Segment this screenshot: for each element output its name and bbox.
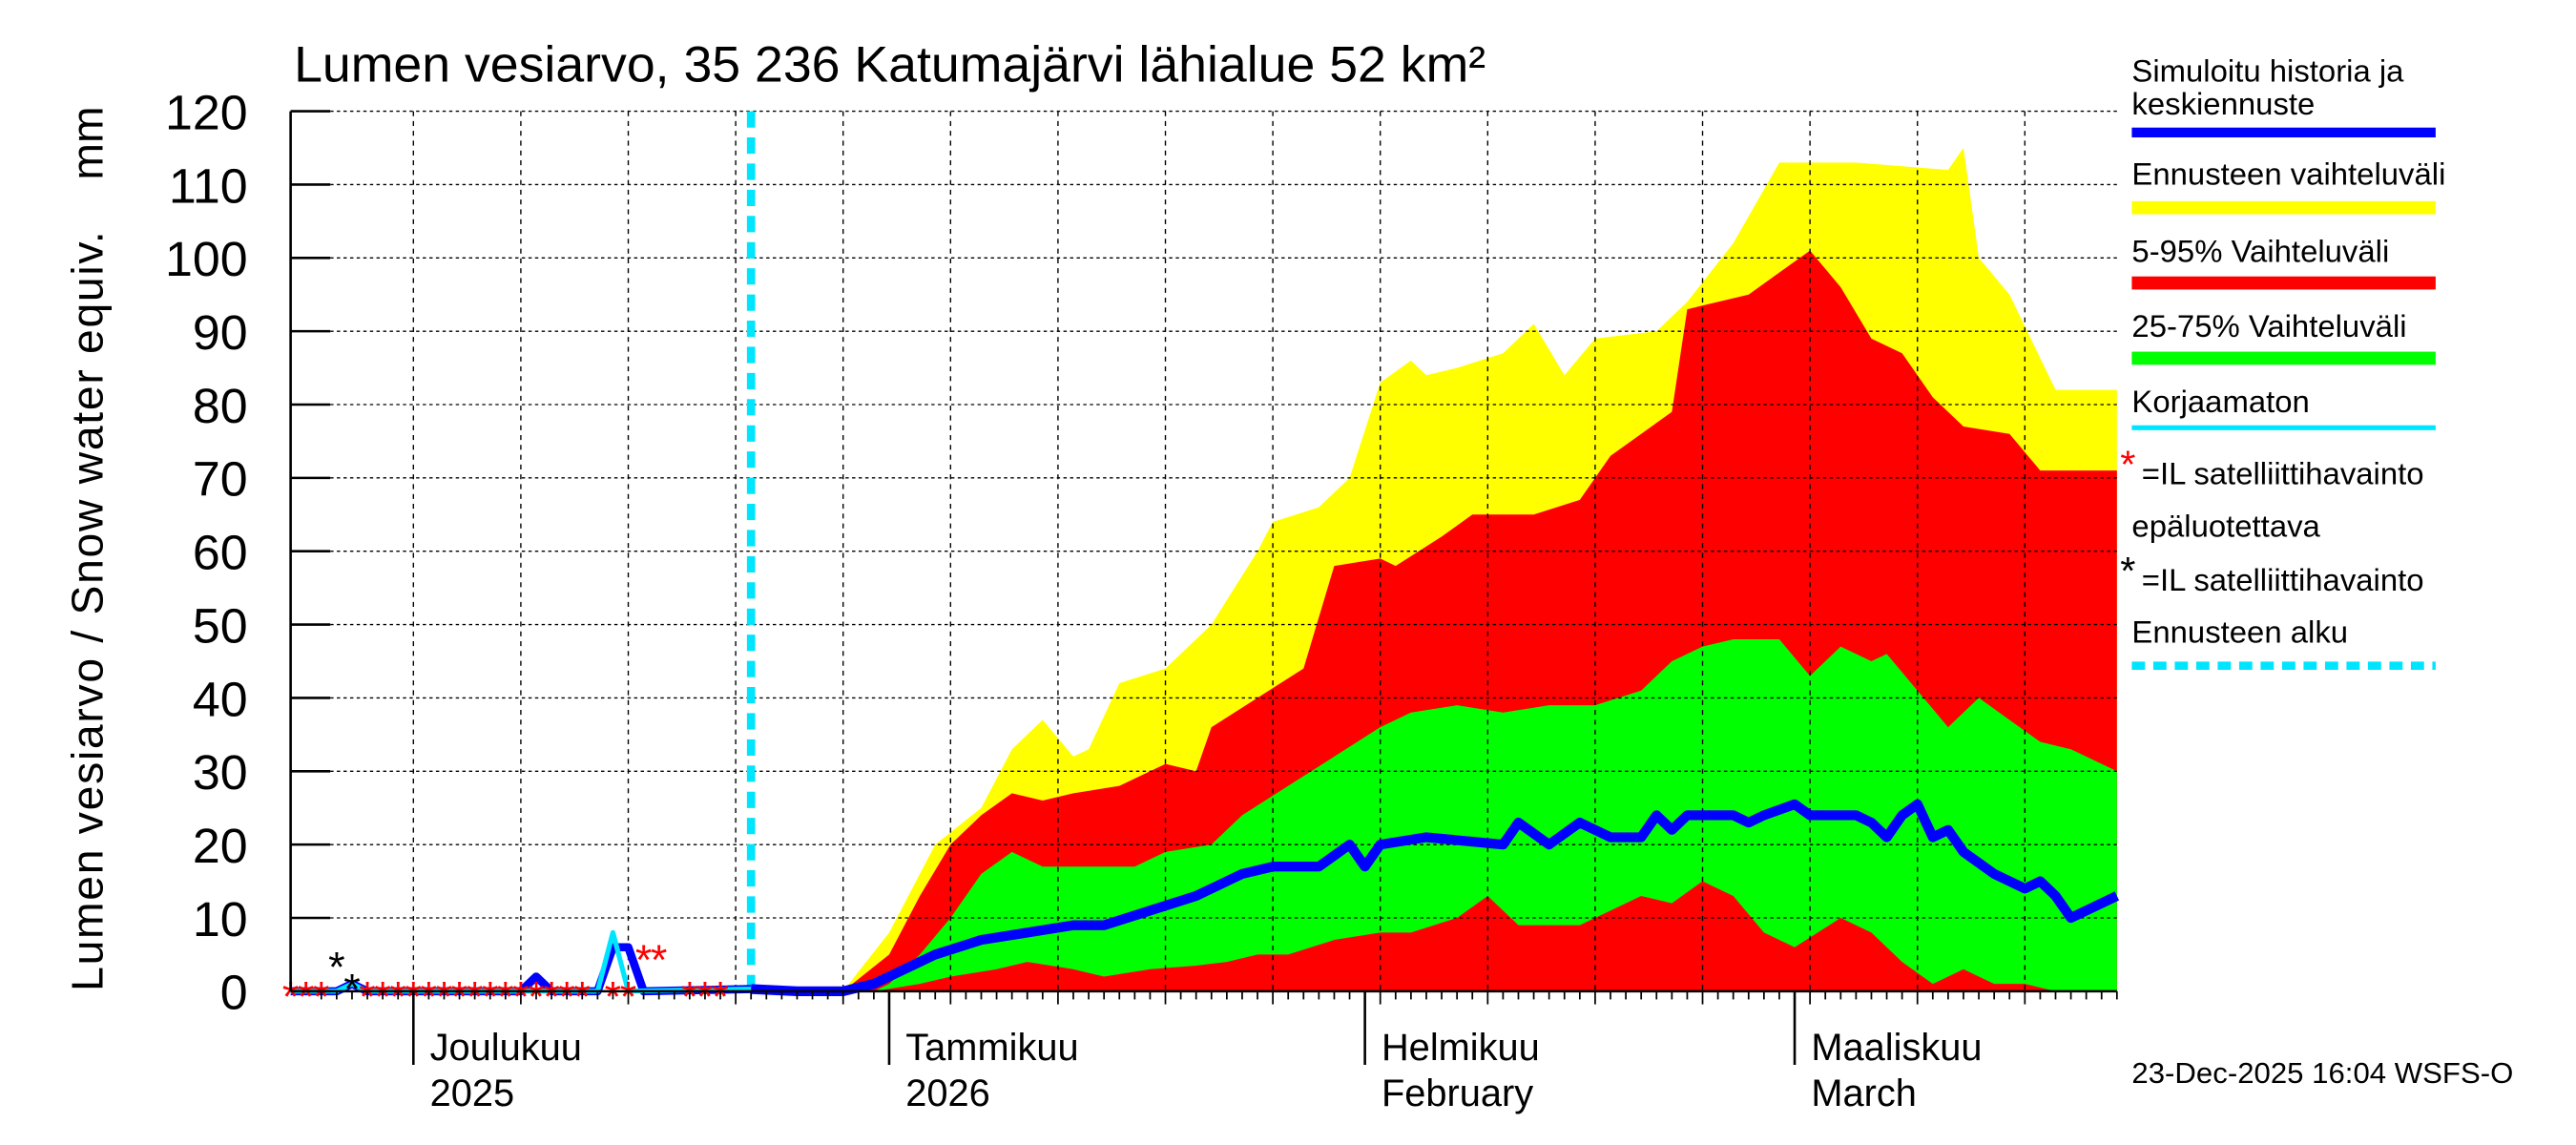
- y-tick-label: 70: [193, 451, 248, 507]
- y-tick-label: 0: [220, 965, 248, 1020]
- y-axis-unit: mm: [62, 106, 112, 179]
- y-tick-label: 60: [193, 525, 248, 580]
- legend-swatch-median: [2131, 127, 2436, 137]
- obs-unreliable-marker: *: [651, 936, 668, 984]
- legend-label-forecast-start: Ennusteen alku: [2131, 614, 2348, 650]
- y-axis-label: Lumen vesiarvo / Snow water equiv.: [62, 230, 112, 991]
- footer-timestamp: 23-Dec-2025 16:04 WSFS-O: [2131, 1056, 2513, 1090]
- x-month-label: Tammikuu: [905, 1027, 1078, 1069]
- legend-swatch-range: [2131, 200, 2436, 215]
- legend-label-range: Ennusteen vaihteluväli: [2131, 156, 2445, 192]
- x-year-label: February: [1381, 1072, 1533, 1114]
- legend-label-median: Simuloitu historia ja: [2131, 53, 2404, 89]
- y-tick-label: 10: [193, 891, 248, 947]
- y-tick-label: 40: [193, 672, 248, 727]
- y-tick-label: 50: [193, 598, 248, 654]
- legend-label-obs: =IL satelliittihavainto: [2142, 562, 2424, 597]
- legend-label-median-2: keskiennuste: [2131, 86, 2315, 121]
- legend-black-star-icon: *: [2120, 549, 2135, 593]
- x-year-label: 2026: [905, 1072, 990, 1114]
- y-tick-label: 30: [193, 744, 248, 800]
- legend-red-star-icon: *: [2120, 443, 2135, 487]
- obs-unreliable-marker: *: [298, 973, 315, 1021]
- legend-swatch-p25-75: [2131, 351, 2436, 365]
- legend-label-p25-75: 25-75% Vaihteluväli: [2131, 308, 2406, 344]
- y-tick-label: 120: [165, 85, 248, 140]
- y-tick-label: 20: [193, 818, 248, 873]
- legend-label-obs-unreliable: =IL satelliittihavainto: [2142, 456, 2424, 491]
- legend-label-obs-unreliable-2: epäluotettava: [2131, 508, 2320, 543]
- x-year-label: March: [1811, 1072, 1917, 1114]
- obs-marker: *: [328, 944, 345, 991]
- y-tick-label: 90: [193, 304, 248, 360]
- x-month-label: Joulukuu: [430, 1027, 582, 1069]
- legend: Simuloitu historia ja keskiennuste Ennus…: [2120, 53, 2445, 670]
- legend-swatch-p5-95: [2131, 276, 2436, 290]
- obs-unreliable-marker: *: [635, 936, 653, 984]
- x-month-label: Maaliskuu: [1811, 1027, 1982, 1069]
- chart-title: Lumen vesiarvo, 35 236 Katumajärvi lähia…: [294, 37, 1485, 94]
- median-line: [750, 799, 2120, 996]
- obs-unreliable-marker: *: [282, 973, 300, 1021]
- legend-label-uncorrected: Korjaamaton: [2131, 384, 2309, 419]
- obs-marker: *: [343, 966, 361, 1013]
- legend-label-p5-95: 5-95% Vaihteluväli: [2131, 233, 2389, 268]
- y-tick-label: 110: [169, 158, 248, 214]
- y-tick-label: 80: [193, 378, 248, 433]
- legend-swatch-uncorrected: [2131, 425, 2436, 430]
- x-month-label: Helmikuu: [1381, 1027, 1540, 1069]
- x-year-label: 2025: [430, 1072, 515, 1114]
- y-tick-label: 100: [165, 231, 248, 286]
